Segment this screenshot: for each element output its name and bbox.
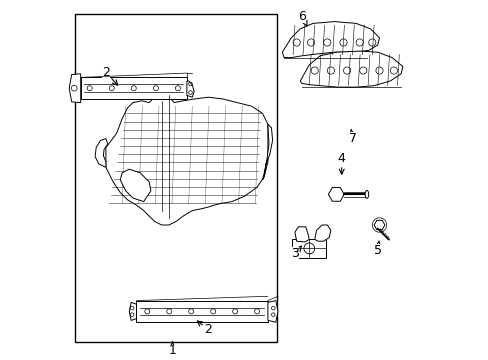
Text: 6: 6: [298, 10, 306, 26]
Polygon shape: [95, 139, 107, 167]
Polygon shape: [294, 227, 309, 242]
FancyBboxPatch shape: [81, 77, 186, 99]
Polygon shape: [262, 124, 272, 180]
Text: 7: 7: [348, 129, 356, 145]
Polygon shape: [186, 81, 194, 97]
Polygon shape: [129, 302, 136, 320]
Text: 4: 4: [337, 152, 345, 174]
Text: 3: 3: [290, 246, 301, 260]
Polygon shape: [314, 225, 330, 241]
Polygon shape: [69, 74, 81, 103]
Text: 5: 5: [373, 241, 381, 257]
Polygon shape: [282, 22, 379, 58]
Polygon shape: [120, 169, 151, 202]
Polygon shape: [300, 51, 402, 87]
Text: 1: 1: [168, 342, 176, 357]
FancyBboxPatch shape: [292, 239, 325, 258]
Polygon shape: [267, 301, 277, 322]
Text: 2: 2: [102, 66, 118, 85]
Bar: [136, 301, 267, 322]
Polygon shape: [106, 94, 267, 225]
Ellipse shape: [365, 190, 368, 198]
Bar: [75, 14, 276, 342]
Text: 2: 2: [197, 321, 212, 336]
